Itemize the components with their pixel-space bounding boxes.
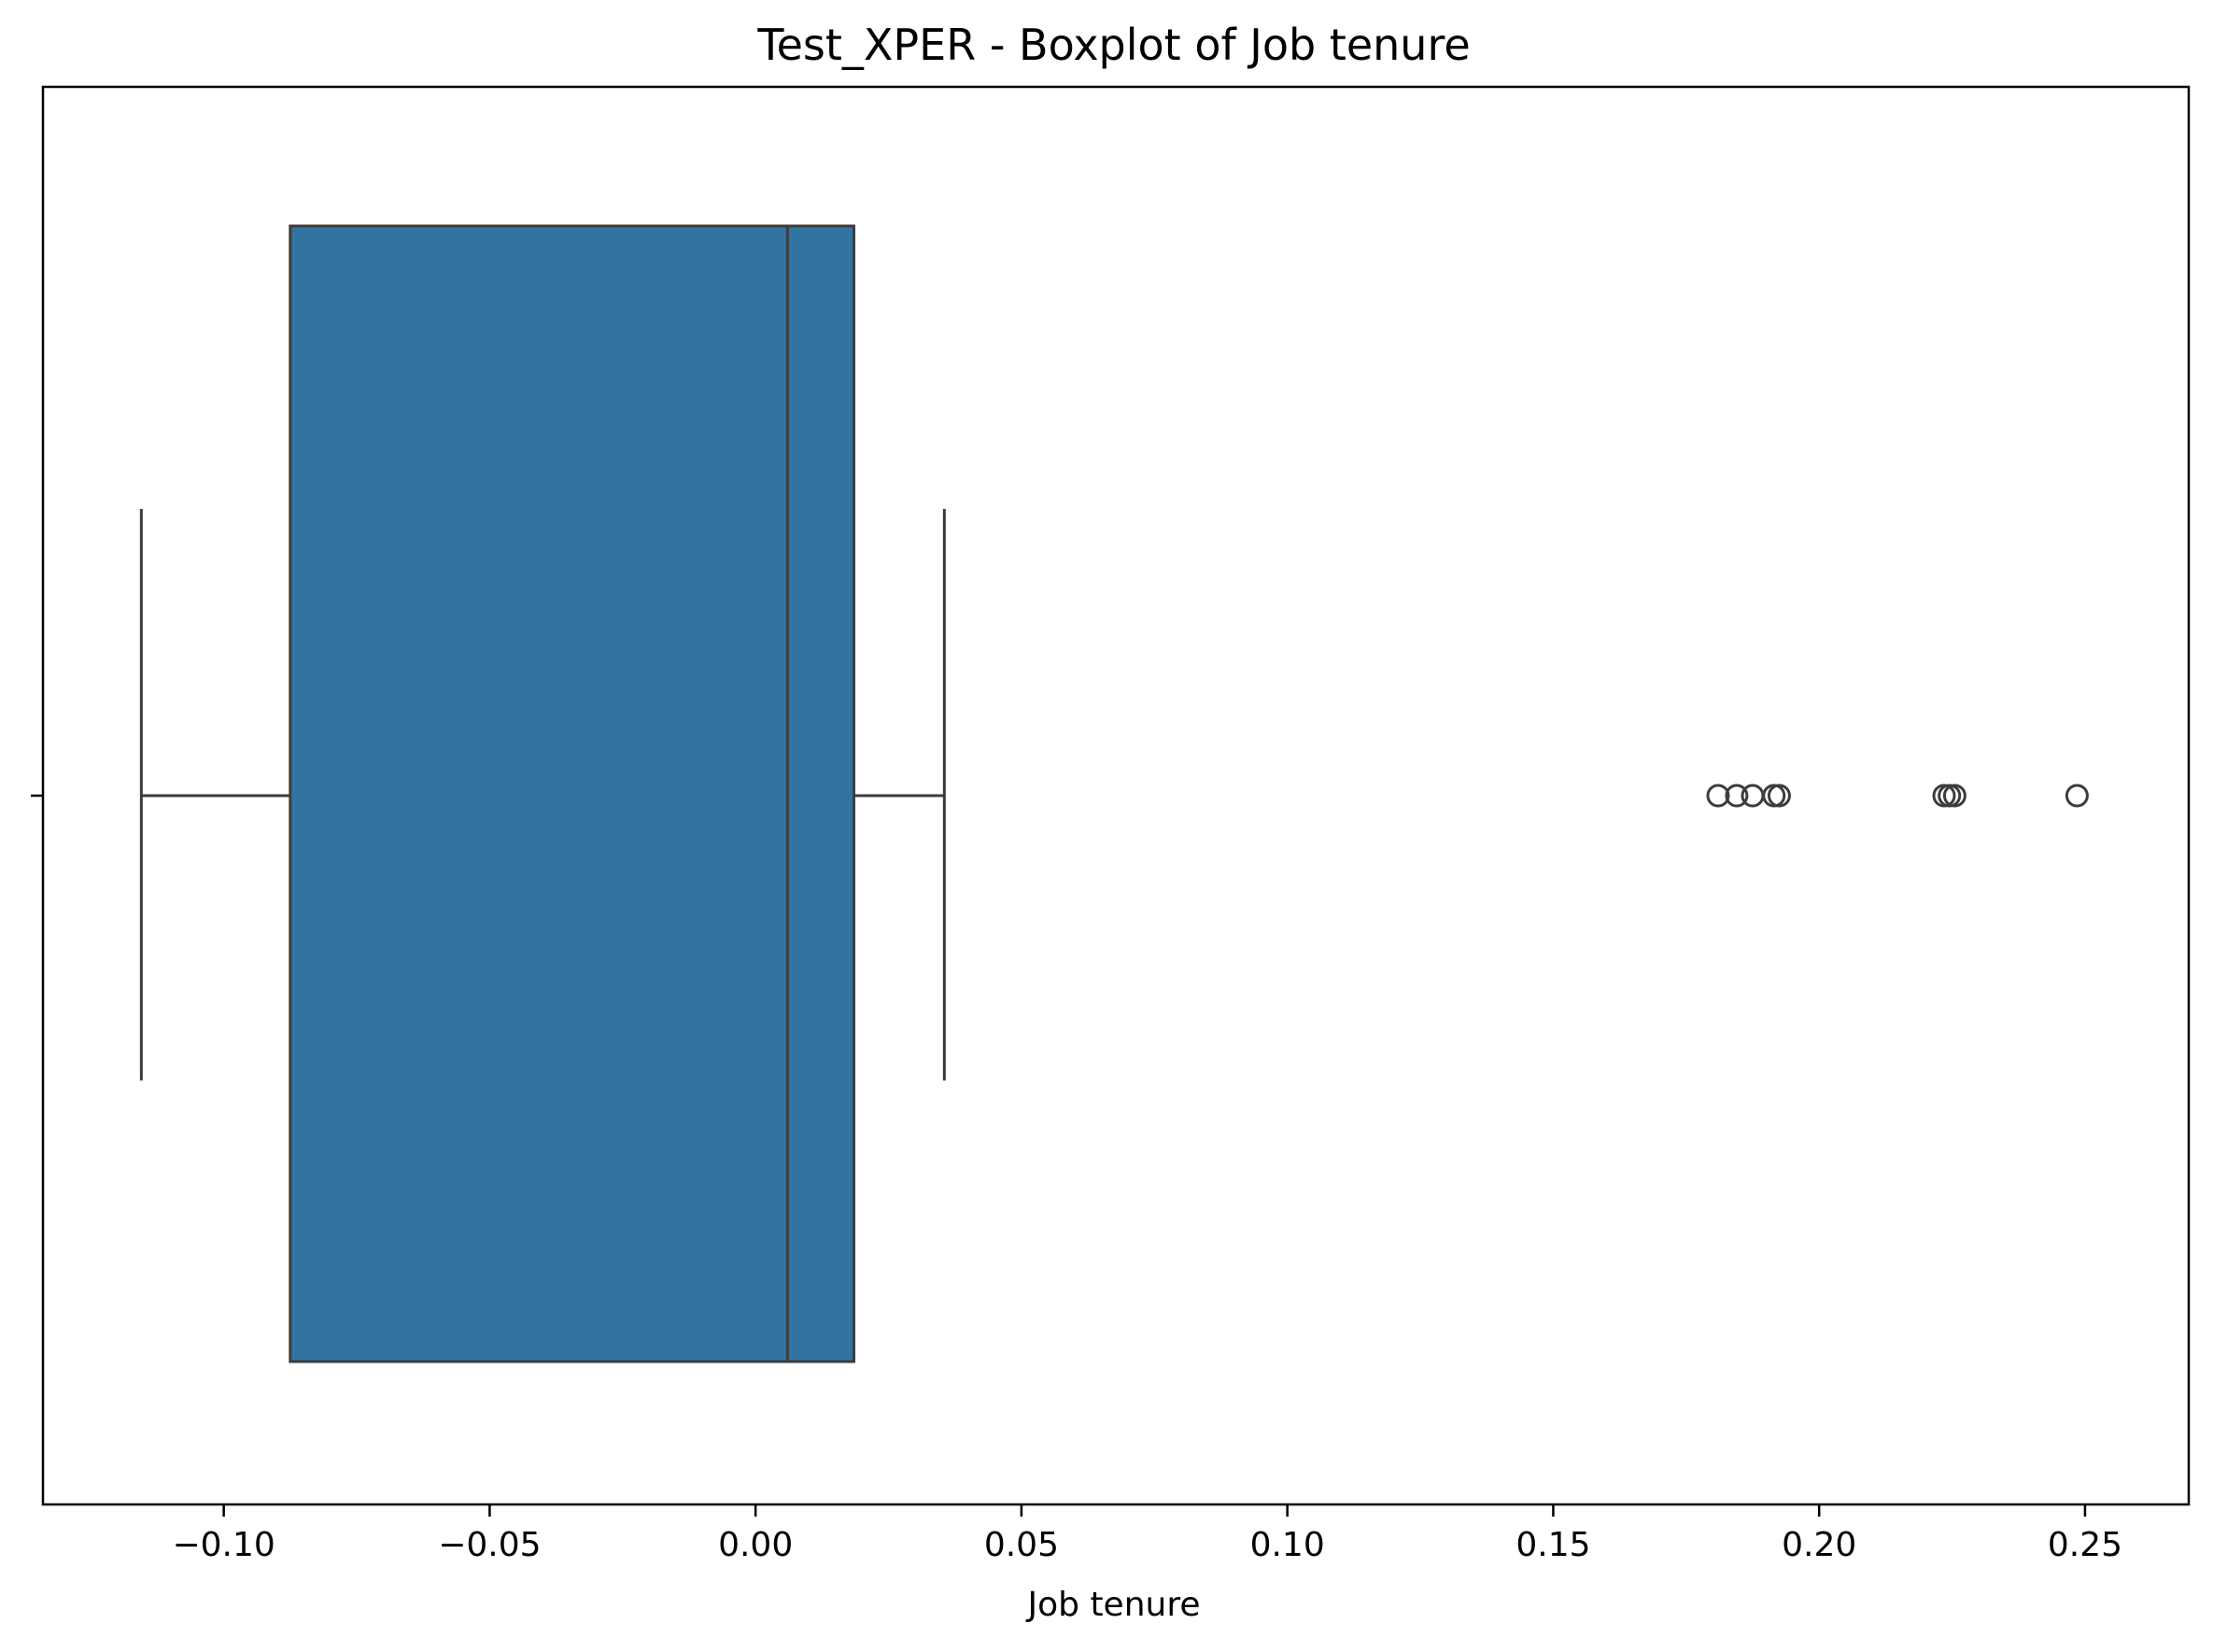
x-tick-label: −0.05 bbox=[438, 1526, 541, 1564]
outlier-point bbox=[1741, 784, 1765, 808]
x-tick-label: 0.20 bbox=[1782, 1526, 1856, 1564]
x-tick-label: −0.10 bbox=[172, 1526, 275, 1564]
outlier-point bbox=[1706, 784, 1730, 808]
plot-area bbox=[139, 224, 2089, 1363]
chart-title: Test_XPER - Boxplot of Job tenure bbox=[756, 20, 1470, 70]
outlier-point bbox=[2065, 784, 2089, 808]
outlier-point bbox=[1942, 784, 1966, 808]
x-tick-label: 0.15 bbox=[1515, 1526, 1590, 1564]
x-tick-label: 0.25 bbox=[2048, 1526, 2122, 1564]
x-axis: −0.10 −0.05 0.00 0.05 0.10 0.15 0.20 0.25 bbox=[172, 1504, 2122, 1564]
outlier-point bbox=[1725, 784, 1749, 808]
x-tick-label: 0.10 bbox=[1250, 1526, 1325, 1564]
iqr-box bbox=[289, 224, 856, 1363]
x-tick-label: 0.00 bbox=[718, 1526, 793, 1564]
x-tick-label: 0.05 bbox=[984, 1526, 1059, 1564]
outlier-point bbox=[1767, 784, 1791, 808]
x-axis-label: Job tenure bbox=[1026, 1586, 1201, 1624]
